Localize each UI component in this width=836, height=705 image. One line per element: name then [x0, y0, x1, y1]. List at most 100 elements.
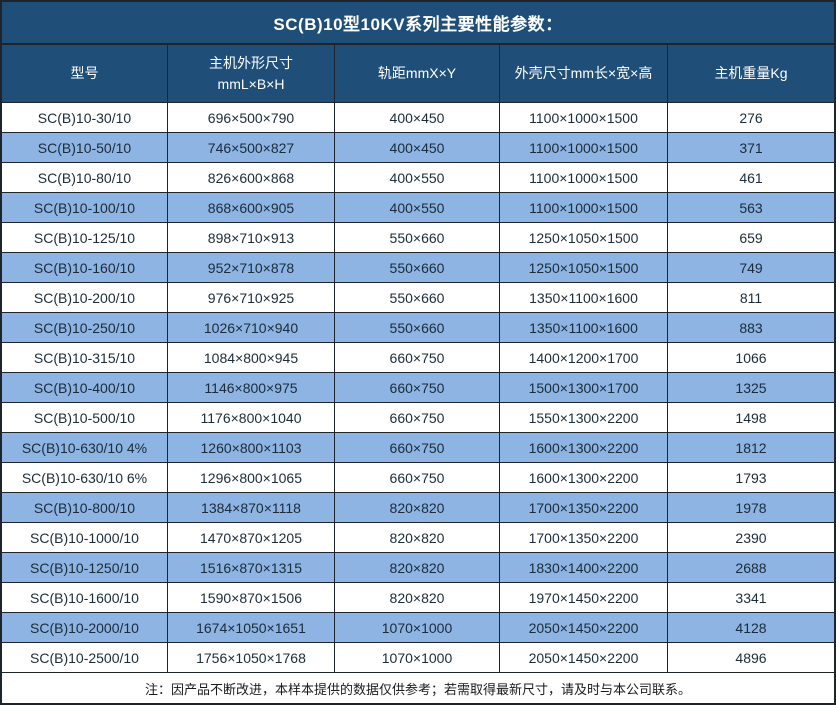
table-cell: 400×550 — [335, 163, 500, 192]
table-cell: 2050×1450×2200 — [500, 643, 668, 672]
table-cell: 976×710×925 — [168, 283, 335, 312]
table-cell: 660×750 — [335, 403, 500, 432]
table-cell: 1978 — [735, 499, 767, 516]
table-cell: 1296×800×1065 — [168, 463, 335, 492]
column-header: 型号 — [2, 45, 168, 102]
table-cell: SC(B)10-80/10 — [2, 163, 168, 192]
table-cell: 1400×1200×1700 — [500, 343, 668, 372]
table-cell: 563 — [739, 199, 763, 216]
table-cell: 696×500×790 — [168, 103, 335, 132]
table-cell: 4896 — [735, 649, 767, 666]
table-row: SC(B)10-2000/10 1674×1050×1651 1070×1000 20… — [2, 613, 834, 643]
table-cell: 1516×870×1315 — [168, 553, 335, 582]
table-cell: 1100×1000×1500 — [500, 103, 668, 132]
table-cell: 1470×870×1205 — [168, 523, 335, 552]
table-cell: 400×450 — [335, 103, 500, 132]
table-cell: 1070×1000 — [335, 643, 500, 672]
header-row: 型号 主机外形尺寸 mmL×B×H 轨距mmX×Y 外壳尺寸mm长×宽×高 主机重量Kg — [2, 45, 834, 103]
table-cell: 550×660 — [335, 253, 500, 282]
table-row: SC(B)10-250/10 1026×710×940 550×660 1350×11… — [2, 313, 834, 343]
table-cell: 1700×1350×2200 — [500, 523, 668, 552]
column-header: 主机外形尺寸 mmL×B×H — [168, 45, 335, 102]
table-cell: 1498 — [735, 409, 767, 426]
table-cell: SC(B)10-160/10 — [2, 253, 168, 282]
table-cell: SC(B)10-630/10 6% — [2, 463, 168, 492]
table-cell: 1500×1300×1700 — [500, 373, 668, 402]
table-cell: SC(B)10-2500/10 — [2, 643, 168, 672]
table-cell: 1176×800×1040 — [168, 403, 335, 432]
table-row: SC(B)10-400/10 1146×800×975 660×750 1500×13… — [2, 373, 834, 403]
table-cell: 1250×1050×1500 — [500, 223, 668, 252]
table-cell: 2050×1450×2200 — [500, 613, 668, 642]
table-cell: SC(B)10-500/10 — [2, 403, 168, 432]
table-cell: SC(B)10-2000/10 — [2, 613, 168, 642]
table-cell: 1830×1400×2200 — [500, 553, 668, 582]
column-header: 轨距mmX×Y — [335, 45, 500, 102]
table-cell: SC(B)10-200/10 — [2, 283, 168, 312]
table-cell: 400×450 — [335, 133, 500, 162]
table-row: SC(B)10-800/10 1384×870×1118 820×820 1700×1… — [2, 493, 834, 523]
table-row: SC(B)10-30/10 696×500×790 400×450 1100×1000… — [2, 103, 834, 133]
table-cell: 1384×870×1118 — [168, 493, 335, 522]
table-cell: 1100×1000×1500 — [500, 193, 668, 222]
table-cell: 820×820 — [335, 493, 500, 522]
table-cell: SC(B)10-100/10 — [2, 193, 168, 222]
table-cell: 1700×1350×2200 — [500, 493, 668, 522]
table-cell: 1590×870×1506 — [168, 583, 335, 612]
table-cell: 1250×1050×1500 — [500, 253, 668, 282]
table-cell: 1550×1300×2200 — [500, 403, 668, 432]
table-title: SC(B)10型10KV系列主要性能参数： — [2, 2, 834, 45]
table-cell: 2390 — [735, 529, 767, 546]
table-cell: 1325 — [735, 379, 767, 396]
table-cell: 1100×1000×1500 — [500, 163, 668, 192]
table-row: SC(B)10-50/10 746×500×827 400×450 1100×1000… — [2, 133, 834, 163]
table-cell: SC(B)10-125/10 — [2, 223, 168, 252]
table-cell: 3341 — [735, 589, 767, 606]
table-row: SC(B)10-1000/10 1470×870×1205 820×820 1700×… — [2, 523, 834, 553]
table-cell: 660×750 — [335, 433, 500, 462]
table-cell: 820×820 — [335, 553, 500, 582]
table-cell: 400×550 — [335, 193, 500, 222]
table-cell: 883 — [739, 319, 763, 336]
table-cell: 1600×1300×2200 — [500, 463, 668, 492]
table-cell: 811 — [739, 289, 763, 306]
table-cell: 1812 — [735, 439, 767, 456]
table-cell: 1084×800×945 — [168, 343, 335, 372]
table-cell: 868×600×905 — [168, 193, 335, 222]
table-cell: 659 — [739, 229, 763, 246]
table-row: SC(B)10-1600/10 1590×870×1506 820×820 1970×… — [2, 583, 834, 613]
table-cell: 1793 — [735, 469, 767, 486]
table-row: SC(B)10-630/10 6% 1296×800×1065 660×750 160… — [2, 463, 834, 493]
table-cell: 1756×1050×1768 — [168, 643, 335, 672]
table-row: SC(B)10-125/10 898×710×913 550×660 1250×105… — [2, 223, 834, 253]
table-cell: 746×500×827 — [168, 133, 335, 162]
table-cell: 371 — [739, 139, 763, 156]
table-cell: 660×750 — [335, 343, 500, 372]
table-cell: 550×660 — [335, 283, 500, 312]
table-row: SC(B)10-500/10 1176×800×1040 660×750 1550×1… — [2, 403, 834, 433]
table-row: SC(B)10-2500/10 1756×1050×1768 1070×1000 20… — [2, 643, 834, 673]
table-cell: SC(B)10-800/10 — [2, 493, 168, 522]
table-cell: 1026×710×940 — [168, 313, 335, 342]
table-cell: 749 — [739, 259, 763, 276]
table-row: SC(B)10-160/10 952×710×878 550×660 1250×105… — [2, 253, 834, 283]
table-cell: SC(B)10-1250/10 — [2, 553, 168, 582]
table-row: SC(B)10-100/10 868×600×905 400×550 1100×100… — [2, 193, 834, 223]
column-header: 外壳尺寸mm长×宽×高 — [500, 45, 668, 102]
table-cell: 1100×1000×1500 — [500, 133, 668, 162]
table-cell: 1350×1100×1600 — [500, 283, 668, 312]
table-cell: 820×820 — [335, 523, 500, 552]
table-cell: SC(B)10-315/10 — [2, 343, 168, 372]
table-cell: 820×820 — [335, 583, 500, 612]
table-cell: 550×660 — [335, 313, 500, 342]
table-cell: SC(B)10-30/10 — [2, 103, 168, 132]
table-row: SC(B)10-200/10 976×710×925 550×660 1350×110… — [2, 283, 834, 313]
table-cell: 1350×1100×1600 — [500, 313, 668, 342]
footer-note: 注：因产品不断改进，本样本提供的数据仅供参考；若需取得最新尺寸，请及时与本公司联… — [2, 673, 834, 703]
table-row: SC(B)10-80/10 826×600×868 400×550 1100×1000… — [2, 163, 834, 193]
table-cell: 4128 — [735, 619, 767, 636]
table-cell: 660×750 — [335, 373, 500, 402]
table-row: SC(B)10-1250/10 1516×870×1315 820×820 1830×… — [2, 553, 834, 583]
table-cell: 1600×1300×2200 — [500, 433, 668, 462]
